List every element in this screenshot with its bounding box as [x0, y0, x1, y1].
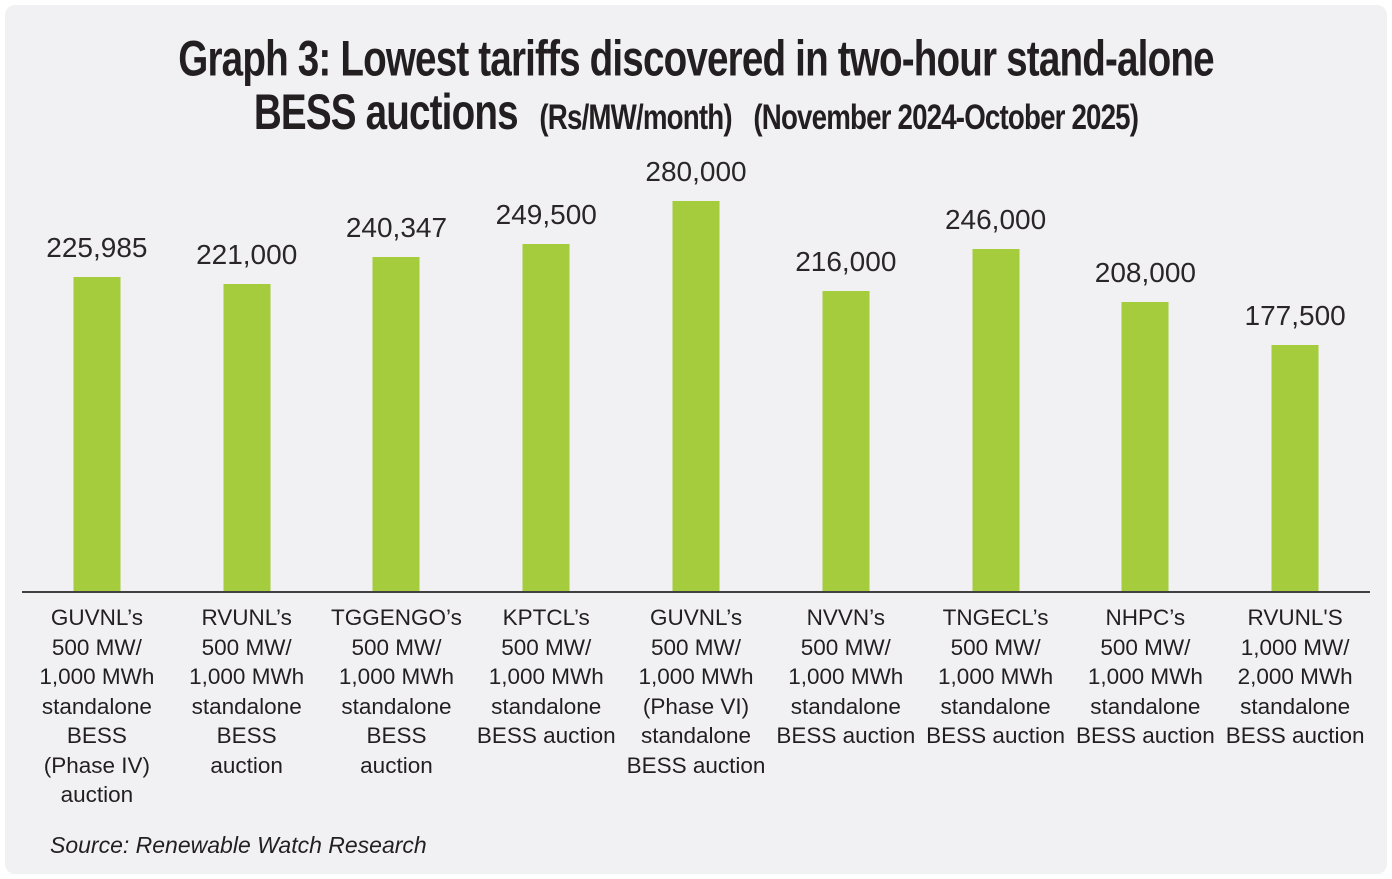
x-axis-label-line: 500 MW/	[950, 634, 1041, 660]
chart-title-period: (November 2024-October 2025)	[753, 96, 1139, 137]
bar-column: 240,347	[322, 156, 472, 593]
bar-value-label: 240,347	[345, 211, 448, 243]
x-axis-label-line: KPTCL’s	[502, 605, 590, 630]
x-axis-label-line: standalone	[191, 693, 302, 719]
x-axis-label: KPTCL’s 500 MW/1,000 MWh standalone BESS au…	[471, 603, 621, 810]
chart-title-line2-main: BESS auctions	[253, 83, 519, 140]
bar	[972, 248, 1020, 593]
x-axis-label-line: 500 MW/	[501, 634, 592, 660]
chart-title-line1: Graph 3: Lowest tariffs discovered in tw…	[116, 29, 1277, 87]
x-axis-label-line: NHPC’s	[1105, 605, 1186, 630]
bar-value-label: 221,000	[196, 238, 298, 270]
x-axis-label-line: 1,000 MW/	[1240, 634, 1350, 660]
bar	[223, 283, 271, 593]
x-axis-label-line: TNGECL’s	[942, 605, 1049, 630]
x-axis-label-line: standalone	[491, 693, 602, 719]
x-axis-label-line: TGGENGO’s	[331, 605, 462, 630]
bar-column: 280,000	[621, 156, 771, 593]
x-axis-label-line: BESS auction	[926, 723, 1065, 748]
x-axis-label: GUVNL’s 500 MW/1,000 MWh (Phase VI) standal…	[621, 603, 771, 810]
x-axis-label-line: RVUNL’s	[201, 605, 292, 630]
bar	[73, 276, 121, 593]
x-axis-label-line: 500 MW/	[351, 634, 442, 660]
x-axis-label-line: auction	[360, 752, 433, 778]
x-axis-label-line: 1,000 MWh	[189, 664, 305, 689]
x-axis-label-line: 1,000 MWh	[338, 664, 454, 689]
x-axis-label-line: 1,000 MWh	[638, 664, 754, 689]
bar-value-label: 249,500	[495, 198, 597, 230]
chart-title-unit: (Rs/MW/month)	[539, 96, 732, 137]
x-axis-label: NHPC’s 500 MW/1,000 MWh standalone BESS auc…	[1070, 603, 1220, 810]
x-axis-label: RVUNL’s 500 MW/1,000 MWh standalone BESS auc…	[172, 603, 322, 810]
x-axis-label: NVVN’s 500 MW/1,000 MWh standalone BESS auc…	[771, 603, 921, 810]
x-axis-label-line: BESS auction	[1075, 723, 1215, 748]
x-axis-label: RVUNL'S 1,000 MW/2,000 MWh standalone BESS …	[1220, 603, 1370, 810]
bar	[1121, 301, 1169, 593]
x-axis-labels-row: GUVNL’s 500 MW/1,000 MWh standalone BESS (Ph…	[22, 603, 1370, 810]
x-axis-label: GUVNL’s 500 MW/1,000 MWh standalone BESS (Ph…	[22, 603, 172, 810]
x-axis-label-line: BESS auction	[626, 752, 766, 778]
x-axis-label-line: 1,000 MWh	[788, 664, 904, 689]
x-axis-label-line: standalone	[790, 693, 901, 719]
x-axis-label-line: (Phase VI)	[642, 693, 750, 719]
x-axis-label-line: GUVNL’s	[50, 605, 143, 630]
bar-column: 221,000	[172, 156, 322, 593]
chart-panel: Graph 3: Lowest tariffs discovered in tw…	[5, 5, 1387, 874]
bar	[1271, 344, 1319, 593]
x-axis-label-line: 1,000 MWh	[1087, 664, 1203, 689]
x-axis-line	[22, 591, 1370, 593]
x-axis-label-line: 500 MW/	[201, 634, 292, 660]
x-axis-label-line: (Phase IV)	[43, 752, 151, 778]
chart-title-line2: BESS auctions (Rs/MW/month) (November 20…	[116, 83, 1277, 147]
bar-value-label: 225,985	[46, 231, 148, 263]
x-axis-label-line: standalone	[341, 693, 452, 719]
x-axis-label-line: BESS auction	[776, 723, 916, 748]
x-axis-label-line: 500 MW/	[800, 634, 891, 660]
bar-value-label: 177,500	[1244, 299, 1346, 331]
source-note: Source: Renewable Watch Research	[50, 832, 427, 858]
x-axis-label: TGGENGO’s 500 MW/1,000 MWh standalone BESS a…	[322, 603, 472, 810]
x-axis-label: TNGECL’s 500 MW/1,000 MWh standalone BESS a…	[921, 603, 1071, 810]
x-axis-label-line: BESS	[216, 723, 277, 748]
bar-column: 249,500	[471, 156, 621, 593]
x-axis-label-line: standalone	[640, 723, 752, 748]
x-axis-label-line: BESS auction	[476, 723, 616, 748]
x-axis-label-line: GUVNL’s	[649, 605, 743, 630]
chart-title-line1-text: Graph 3: Lowest tariffs discovered in tw…	[178, 29, 1214, 87]
x-axis-label-line: 500 MW/	[51, 634, 142, 660]
x-axis-label-line: auction	[210, 752, 283, 778]
x-axis-label-line: 1,000 MWh	[938, 664, 1054, 689]
x-axis-label-line: 500 MW/	[1100, 634, 1191, 660]
x-axis-label-line: BESS	[66, 723, 127, 748]
bar-column: 225,985	[22, 156, 172, 593]
bar-column: 177,500	[1220, 156, 1370, 593]
x-axis-label-line: 1,000 MWh	[488, 664, 604, 689]
x-axis-label-line: standalone	[41, 693, 152, 719]
x-axis-label-line: BESS	[366, 723, 427, 748]
x-axis-label-line: standalone	[1240, 693, 1351, 719]
x-axis-label-line: 1,000 MWh	[39, 664, 155, 689]
x-axis-label-line: NVVN’s	[806, 605, 885, 630]
bar-value-label: 246,000	[944, 203, 1047, 235]
bar-value-label: 208,000	[1094, 256, 1196, 288]
x-axis-label-line: standalone	[940, 693, 1051, 719]
bar	[522, 243, 570, 593]
bars-row: 225,985 221,000 240,347 249,500 280,000 216,0…	[22, 156, 1370, 593]
bar	[822, 290, 870, 593]
chart-title: Graph 3: Lowest tariffs discovered in tw…	[5, 29, 1387, 147]
bar	[672, 201, 720, 593]
x-axis-label-line: 2,000 MWh	[1237, 664, 1353, 689]
bar-value-label: 216,000	[795, 245, 897, 277]
bar-column: 246,000	[921, 156, 1071, 593]
bar-value-label: 280,000	[645, 156, 747, 187]
x-axis-label-line: standalone	[1090, 693, 1201, 719]
x-axis-label-line: 500 MW/	[651, 634, 742, 660]
x-axis-label-line: BESS auction	[1225, 723, 1365, 748]
bar	[372, 256, 420, 593]
bar-column: 208,000	[1070, 156, 1220, 593]
bar-column: 216,000	[771, 156, 921, 593]
x-axis-label-line: RVUNL'S	[1247, 605, 1343, 630]
x-axis-label-line: auction	[60, 782, 134, 807]
plot-area: 225,985 221,000 240,347 249,500 280,000 216,0…	[22, 156, 1370, 593]
